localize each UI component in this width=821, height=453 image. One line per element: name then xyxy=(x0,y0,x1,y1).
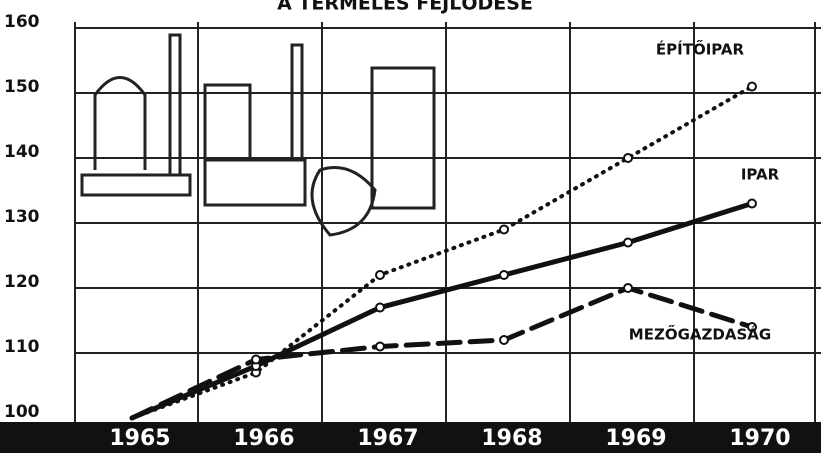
y-tick-label: 110 xyxy=(4,337,40,357)
point xyxy=(375,270,385,280)
y-tick-label: 160 xyxy=(4,12,40,32)
point xyxy=(747,198,757,209)
x-tick-label: 1970 xyxy=(729,426,790,451)
chart-title: A TERMELÉS FEJLŐDÉSE xyxy=(277,0,533,15)
series-label: ÉPÍTŐIPAR xyxy=(656,39,745,59)
y-tick-label: 130 xyxy=(4,207,40,227)
y-tick-label: 120 xyxy=(4,272,40,292)
x-tick-label: 1968 xyxy=(481,426,542,451)
series-label: MEZŐGAZDASÁG xyxy=(629,324,771,344)
illustration xyxy=(80,33,436,237)
point xyxy=(375,302,385,313)
point xyxy=(623,153,633,163)
point xyxy=(499,224,509,235)
point xyxy=(499,335,509,345)
point xyxy=(747,322,757,332)
series-line xyxy=(129,201,755,421)
point xyxy=(623,283,633,293)
series-label: IPAR xyxy=(741,166,780,184)
x-tick-label: 1965 xyxy=(109,426,170,451)
series-line xyxy=(130,84,754,420)
x-tick-label: 1969 xyxy=(605,426,666,451)
x-axis-band xyxy=(0,422,821,453)
point xyxy=(375,341,385,352)
x-tick-label: 1967 xyxy=(357,426,418,451)
point xyxy=(623,237,633,248)
y-tick-label: 140 xyxy=(4,142,40,162)
point xyxy=(747,81,757,92)
point xyxy=(251,354,261,365)
y-tick-label: 150 xyxy=(4,77,40,97)
y-tick-label: 100 xyxy=(4,402,40,422)
series-line xyxy=(129,285,755,421)
point xyxy=(499,270,509,280)
x-tick-label: 1966 xyxy=(233,426,294,451)
